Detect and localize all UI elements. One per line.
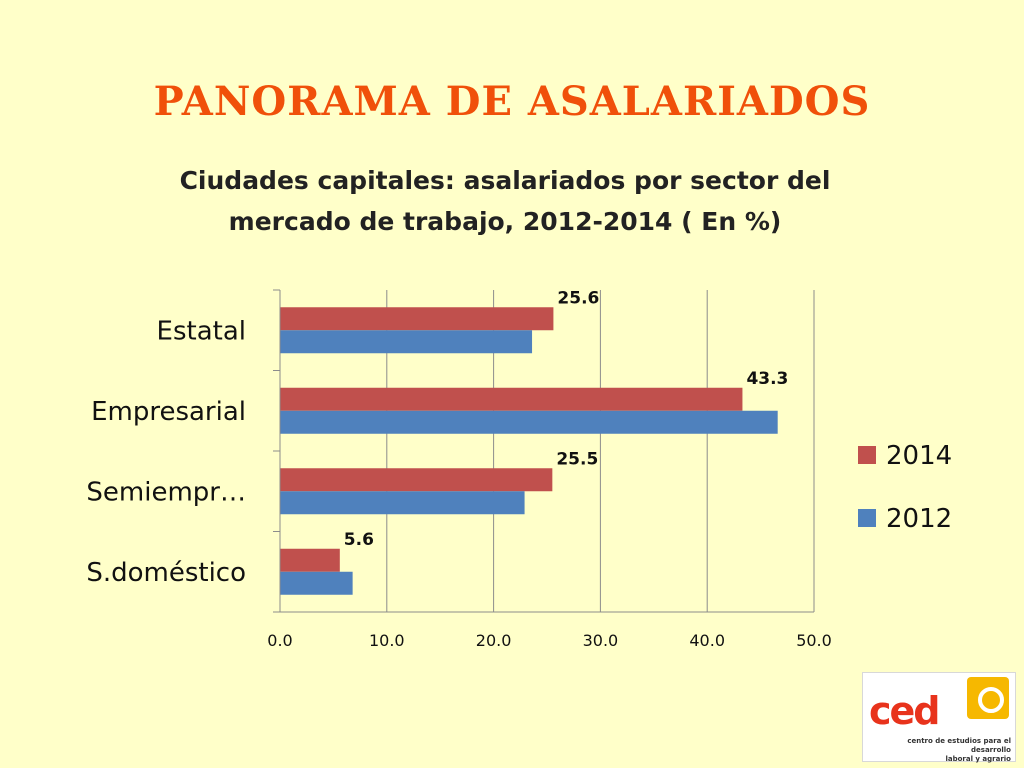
logo-mark-icon	[967, 677, 1009, 719]
chart-axes	[273, 289, 814, 613]
chart-bars	[280, 307, 778, 595]
chart-title: Ciudades capitales: asalariados por sect…	[150, 160, 860, 242]
x-tick-label: 10.0	[369, 631, 405, 650]
bar-2012	[280, 330, 533, 354]
chart-title-line-1: Ciudades capitales: asalariados por sect…	[179, 166, 831, 195]
x-tick-label: 30.0	[583, 631, 619, 650]
bar-2012	[280, 571, 353, 595]
chart-legend: 2014 2012	[858, 441, 952, 534]
category-label: Estatal	[157, 316, 246, 346]
bar-2014	[280, 548, 340, 572]
logo-tagline: centro de estudios para el desarrollo la…	[867, 737, 1011, 764]
x-tick-label: 20.0	[476, 631, 512, 650]
data-label: 25.6	[557, 288, 599, 308]
category-label: Semiempr…	[86, 477, 246, 507]
category-label: S.doméstico	[86, 558, 246, 588]
ced-logo: ced centro de estudios para el desarroll…	[862, 672, 1016, 764]
legend-swatch-2014	[858, 446, 876, 464]
slide-title: PANORAMA DE ASALARIADOS	[153, 78, 871, 125]
bar-2014	[280, 468, 553, 492]
legend-label: 2014	[886, 441, 952, 471]
legend-swatch-2012	[858, 509, 876, 527]
category-label: Empresarial	[91, 397, 246, 427]
bar-2014	[280, 387, 743, 411]
x-tick-label: 40.0	[689, 631, 725, 650]
bar-2012	[280, 410, 778, 434]
data-label: 5.6	[344, 530, 374, 550]
logo-tagline-line-1: centro de estudios para el desarrollo	[907, 737, 1011, 754]
logo-tagline-line-2: laboral y agrario	[945, 755, 1011, 763]
data-label: 25.5	[556, 449, 598, 469]
bar-2014	[280, 307, 554, 331]
bar-2012	[280, 491, 525, 515]
chart-title-line-2: mercado de trabajo, 2012-2014 ( En %)	[228, 207, 782, 236]
x-tick-label: 50.0	[796, 631, 832, 650]
chart-labels: 0.0 10.0 20.0 30.0 40.0 50.0 25.6 Estatal 43.3 Em…	[86, 288, 831, 650]
x-tick-label: 0.0	[267, 631, 292, 650]
logo-word: ced	[869, 689, 940, 733]
legend-label: 2012	[886, 504, 952, 534]
data-label: 43.3	[746, 369, 788, 389]
